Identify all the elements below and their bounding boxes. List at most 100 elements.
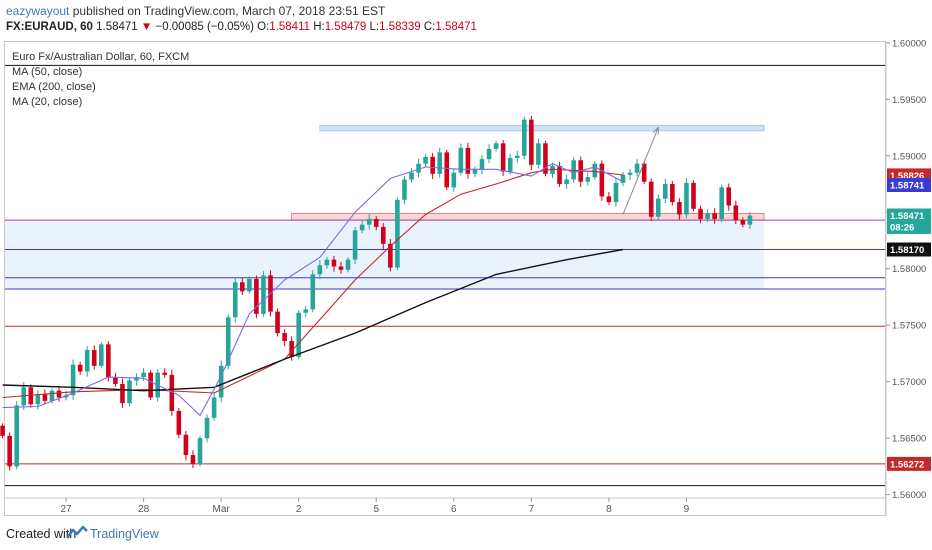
candle-body [458, 147, 464, 173]
candle [402, 176, 407, 205]
candle [373, 216, 379, 231]
candle-body [543, 143, 548, 174]
candle [747, 212, 753, 229]
candle-body [402, 179, 407, 200]
candle [190, 450, 196, 468]
candle-body [190, 455, 196, 465]
candle [204, 414, 210, 443]
candle [240, 277, 245, 296]
candle-body [719, 187, 724, 220]
price-label-text: 1.56272 [890, 459, 924, 470]
candle [282, 329, 287, 347]
y-tick-label: 1.57500 [892, 321, 926, 332]
candle [28, 384, 34, 408]
price-label-box [887, 242, 931, 257]
price-label-text: 1.58741 [890, 181, 925, 192]
candle [14, 401, 19, 470]
candle-body [423, 156, 428, 164]
candle [641, 161, 647, 185]
candle [7, 432, 12, 471]
candle [705, 209, 710, 222]
candle [416, 158, 421, 178]
candle-body [493, 143, 499, 149]
candle [677, 198, 682, 220]
candle-body [613, 182, 619, 203]
candle [627, 168, 633, 181]
legend-ma50[interactable]: MA (50, close) [12, 66, 83, 78]
candle [655, 194, 661, 220]
candle-body [99, 344, 104, 366]
candle [458, 143, 464, 176]
candle [719, 184, 724, 223]
legend-ma20[interactable]: MA (20, close) [12, 96, 83, 108]
candle-body [331, 259, 337, 267]
candle-body [141, 372, 146, 378]
candle [740, 217, 746, 228]
candle-body [345, 259, 351, 270]
candle-body [557, 165, 562, 184]
candle [648, 178, 654, 222]
candle [0, 423, 5, 439]
candle-body [254, 278, 259, 314]
candle [345, 257, 351, 273]
candle-body [479, 159, 485, 170]
candle-body [620, 174, 626, 183]
candle [733, 200, 739, 224]
tradingview-logo-icon [66, 525, 88, 539]
price-label: 1.56272 [887, 456, 931, 471]
price-label-text: 1.58826 [890, 171, 924, 182]
candle-body [247, 278, 252, 292]
candle [261, 271, 266, 317]
x-tick-label: Mar [213, 504, 231, 515]
candle-body [395, 199, 400, 268]
candle-body [677, 202, 682, 215]
price-label: 1.58471 [887, 208, 931, 223]
candle [303, 305, 309, 318]
candle-body [726, 187, 732, 206]
candle-body [634, 163, 640, 173]
candle-body [648, 181, 654, 217]
candle-body [388, 243, 393, 268]
projection-arrow-line [622, 127, 659, 215]
candle-body [366, 219, 372, 225]
candle [56, 387, 62, 402]
candle [726, 183, 732, 211]
candle-body [507, 158, 513, 172]
candle-body [28, 387, 34, 405]
candle [113, 372, 118, 387]
created-with-text: Created with [6, 527, 77, 541]
candle [275, 308, 280, 337]
ema200-line [2, 248, 624, 392]
x-tick-label: 5 [373, 504, 379, 515]
candle-body [585, 177, 591, 182]
resistance-zone [319, 124, 765, 132]
candle-body [240, 282, 245, 292]
price-label: 1.58170 [887, 242, 931, 257]
candle [451, 169, 457, 192]
candle [388, 239, 393, 272]
candle [84, 346, 90, 377]
legend-ema200[interactable]: EMA (200, close) [12, 81, 96, 93]
x-tick-label: 7 [529, 504, 535, 515]
candle [698, 205, 703, 224]
x-axis: 27 28 Mar 2 5 6 7 8 9 [4, 497, 886, 515]
price-label-box [887, 456, 931, 471]
candle [338, 261, 344, 274]
candle-body [691, 182, 696, 209]
candle-body [0, 425, 5, 436]
candle [317, 260, 323, 280]
candle [472, 166, 478, 178]
tradingview-brand[interactable]: TradingView [90, 527, 159, 541]
ma50-line [2, 168, 624, 399]
candle [529, 115, 534, 170]
price-label-box [887, 178, 931, 193]
y-tick-label: 1.57000 [892, 377, 926, 388]
publish-info: eazywayout published on TradingView.com,… [6, 4, 385, 18]
candle-body [437, 152, 442, 174]
candle-body [106, 344, 111, 378]
candle [91, 345, 97, 370]
author-link[interactable]: eazywayout [6, 4, 70, 18]
candle-body [84, 350, 90, 372]
candle [493, 140, 499, 152]
